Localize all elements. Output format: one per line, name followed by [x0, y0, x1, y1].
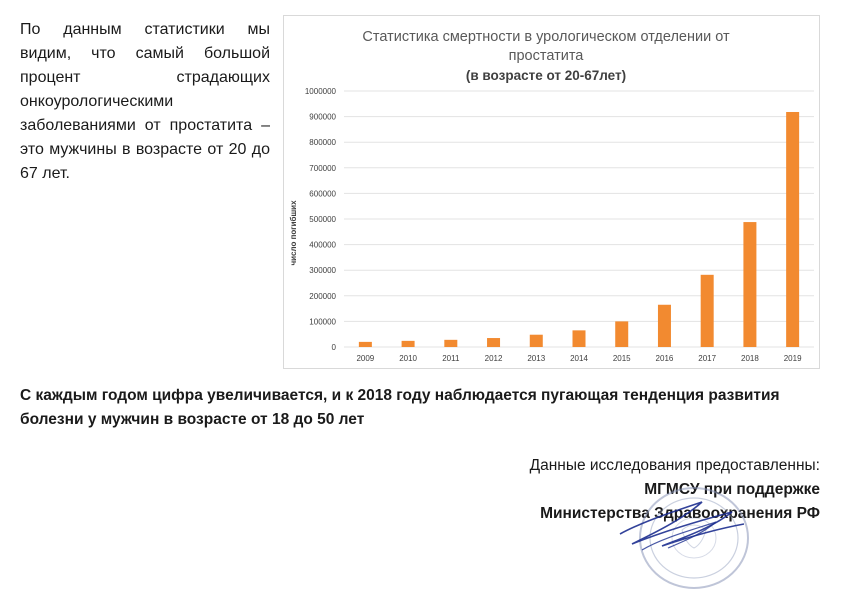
- mortality-chart: Статистика смертности в урологическом от…: [283, 15, 820, 369]
- chart-title-line2: простатита: [509, 48, 585, 64]
- y-tick-label: 400000: [309, 241, 336, 250]
- x-tick-label-2011: 2011: [442, 354, 460, 363]
- intro-paragraph: По данным статистики мы видим, что самый…: [20, 21, 270, 182]
- credits-line-2: МГМСУ при поддержке: [644, 481, 820, 498]
- chart-title-line1: Статистика смертности в урологическом от…: [362, 29, 730, 45]
- x-tick-label-2012: 2012: [485, 354, 503, 363]
- x-tick-label-2015: 2015: [613, 354, 631, 363]
- bar-2010: [401, 340, 415, 347]
- bars: [358, 111, 800, 347]
- x-tick-label-2019: 2019: [784, 354, 802, 363]
- bar-2017: [700, 274, 714, 347]
- bar-2019: [786, 111, 800, 347]
- y-tick-label: 1000000: [305, 87, 337, 96]
- y-tick-label: 0: [332, 343, 337, 352]
- x-tick-label-2017: 2017: [698, 354, 716, 363]
- y-axis-label: число погибших: [289, 200, 298, 266]
- y-tick-label: 800000: [309, 138, 336, 147]
- y-tick-label: 300000: [309, 266, 336, 275]
- bar-2011: [444, 339, 458, 347]
- x-tick-label-2016: 2016: [656, 354, 674, 363]
- x-tick-labels: 2009 2010 2011 2012 2013 2014 2015 2016 2017 2018…: [356, 354, 802, 363]
- y-tick-label: 100000: [309, 317, 336, 326]
- bar-2012: [487, 338, 501, 347]
- bar-2016: [657, 304, 671, 347]
- credits-block: Данные исследования предоставленны: МГМС…: [530, 454, 820, 526]
- bar-2014: [572, 330, 586, 347]
- bar-2018: [743, 222, 757, 347]
- x-tick-label-2010: 2010: [399, 354, 417, 363]
- bar-2009: [358, 341, 372, 347]
- grid-lines: [344, 90, 814, 348]
- official-seal-stamp: [619, 487, 749, 589]
- y-tick-label: 600000: [309, 189, 336, 198]
- y-tick-labels: 0 100000 200000 300000 400000 500000 600000 700…: [305, 87, 337, 352]
- x-tick-label-2013: 2013: [527, 354, 545, 363]
- y-tick-label: 500000: [309, 215, 336, 224]
- chart-canvas: Статистика смертности в урологическом от…: [289, 29, 814, 363]
- y-tick-label: 700000: [309, 164, 336, 173]
- credits-line-1: Данные исследования предоставленны:: [529, 457, 820, 474]
- x-tick-label-2014: 2014: [570, 354, 588, 363]
- credits-line-3: Министерства Здравоохранения РФ: [540, 505, 820, 522]
- chart-subtitle: (в возрасте от 20-67лет): [466, 68, 626, 83]
- x-tick-label-2018: 2018: [741, 354, 759, 363]
- summary-statement: С каждым годом цифра увеличивается, и к …: [20, 387, 780, 428]
- y-tick-label: 900000: [309, 113, 336, 122]
- bar-2013: [529, 334, 543, 347]
- x-tick-label-2009: 2009: [356, 354, 374, 363]
- bar-2015: [615, 321, 629, 347]
- y-tick-label: 200000: [309, 292, 336, 301]
